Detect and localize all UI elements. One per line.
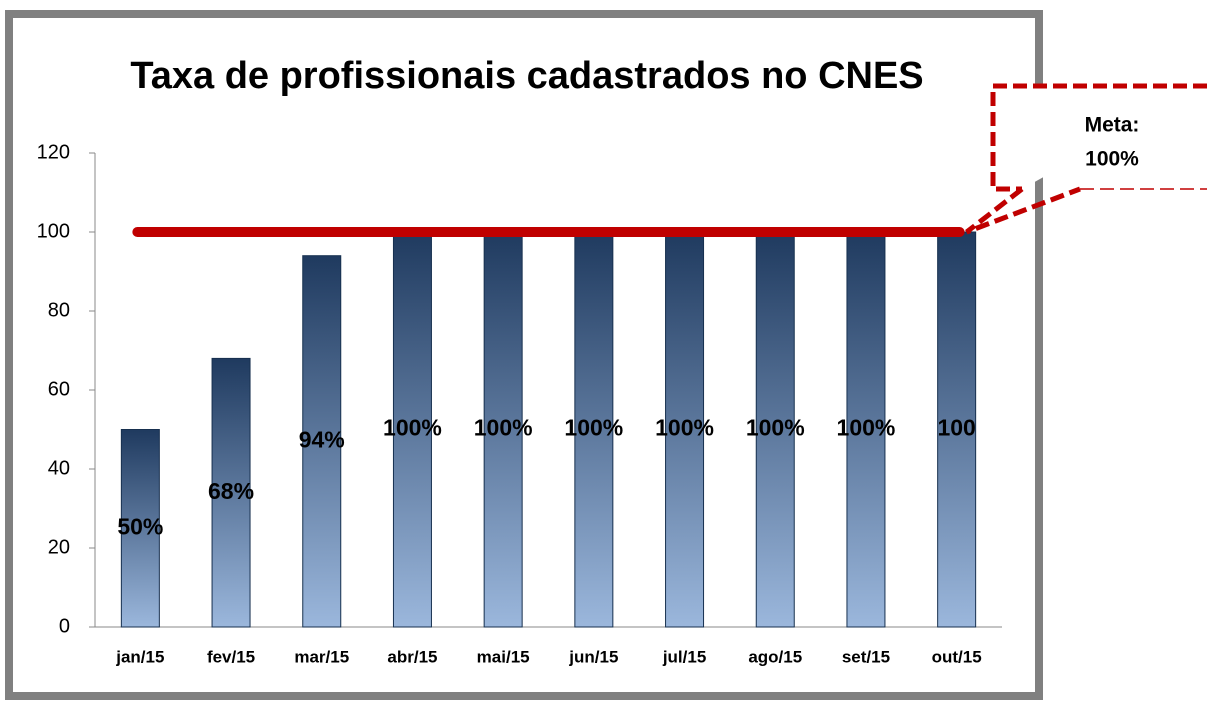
chart-title: Taxa de profissionais cadastrados no CNE… xyxy=(130,55,924,97)
x-tick-label: set/15 xyxy=(842,647,890,666)
x-tick-label: jul/15 xyxy=(662,647,706,666)
bar xyxy=(846,231,886,628)
data-label: 100% xyxy=(655,415,714,441)
y-tick-label: 80 xyxy=(48,299,70,321)
x-tick-label: out/15 xyxy=(932,647,982,666)
x-tick-label: jun/15 xyxy=(568,647,618,666)
data-label: 100% xyxy=(474,415,533,441)
data-label: 68% xyxy=(208,478,254,504)
y-tick-label: 100 xyxy=(37,220,70,242)
y-tick-label: 0 xyxy=(59,615,70,637)
callout-box xyxy=(990,83,1207,192)
bar xyxy=(392,231,432,628)
bar xyxy=(211,357,251,628)
data-label: 100 xyxy=(937,415,975,441)
y-tick-label: 60 xyxy=(48,378,70,400)
bar xyxy=(302,255,342,628)
bar xyxy=(483,231,523,628)
x-tick-label: abr/15 xyxy=(387,647,437,666)
bar xyxy=(755,231,795,628)
bar xyxy=(120,429,160,628)
y-tick-label: 120 xyxy=(37,141,70,163)
y-tick-label: 20 xyxy=(48,536,70,558)
bar xyxy=(665,231,705,628)
callout-pointer xyxy=(965,186,1081,235)
x-tick-label: fev/15 xyxy=(207,647,255,666)
data-label: 94% xyxy=(299,426,345,452)
data-label: 100% xyxy=(837,415,896,441)
annotation: 100% xyxy=(1085,148,1139,171)
annotation: Meta: xyxy=(1085,114,1140,137)
x-tick-label: mai/15 xyxy=(477,647,530,666)
x-tick-label: jan/15 xyxy=(115,647,164,666)
x-tick-label: mar/15 xyxy=(294,647,349,666)
data-label: 100% xyxy=(564,415,623,441)
x-tick-label: ago/15 xyxy=(748,647,802,666)
y-tick-label: 40 xyxy=(48,457,70,479)
data-label: 100% xyxy=(746,415,805,441)
data-label: 50% xyxy=(117,513,163,539)
data-label: 100% xyxy=(383,415,442,441)
